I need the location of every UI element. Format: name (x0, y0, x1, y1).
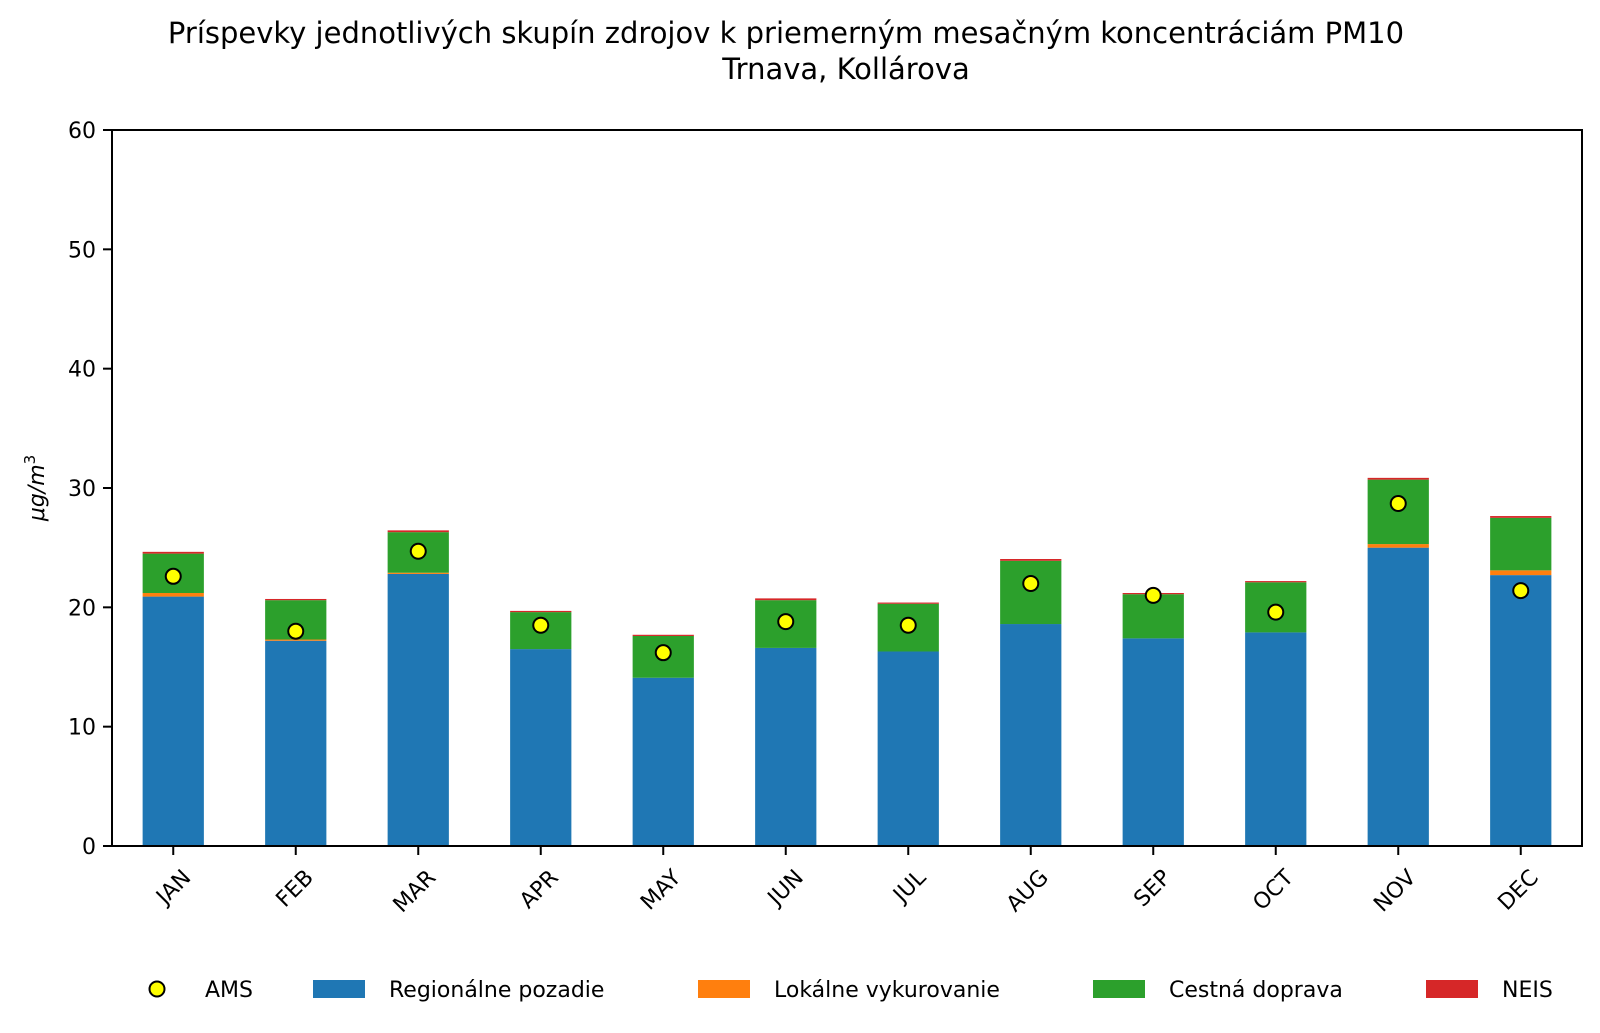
legend-swatch (698, 980, 750, 998)
plot-frame (111, 129, 1583, 847)
x-tick-label: OCT (1248, 865, 1299, 916)
y-tick-label: 50 (68, 238, 96, 263)
bar-segment-neis-feb (265, 598, 327, 601)
bar-segment-lok-lne-vykurovanie-feb (265, 639, 327, 641)
bar-segment-neis-may (632, 634, 694, 636)
legend-label: Lokálne vykurovanie (774, 978, 1000, 1003)
y-tick-label: 0 (82, 835, 96, 860)
ams-marker-oct (1267, 603, 1285, 621)
legend-label: AMS (205, 978, 253, 1003)
ams-marker-feb (287, 622, 305, 640)
bar-segment-neis-dec (1490, 516, 1552, 518)
x-tick-label: SEP (1129, 865, 1176, 912)
bar-segment-neis-nov (1367, 477, 1429, 480)
bar-segment-cestn-doprava-dec (1490, 517, 1552, 571)
x-tick-label: JUL (888, 865, 932, 909)
x-tick-label: MAR (389, 865, 442, 918)
x-tick-label: NOV (1369, 865, 1421, 917)
bar-segment-region-lne-pozadie-jun (755, 647, 817, 846)
x-tick-label: MAY (636, 865, 686, 915)
chart-title: Príspevky jednotlivých skupín zdrojov k … (168, 16, 1404, 50)
bar-segment-region-lne-pozadie-sep (1122, 638, 1184, 846)
bar-segment-neis-jun (755, 598, 817, 601)
ams-marker-mar (409, 542, 427, 560)
legend-label: NEIS (1502, 978, 1553, 1003)
y-tick-label: 60 (68, 119, 96, 144)
ams-marker-jan (164, 567, 182, 585)
ams-marker-apr (532, 616, 550, 634)
bar-segment-region-lne-pozadie-jul (877, 651, 939, 846)
x-tick-label: JAN (151, 865, 197, 911)
legend-label: Cestná doprava (1169, 978, 1343, 1003)
bar-segment-region-lne-pozadie-apr (510, 649, 572, 846)
legend: AMS Regionálne pozadie Lokálne vykurovanie… (148, 978, 1553, 1003)
x-tick-label: DEC (1493, 865, 1543, 915)
bar-segment-region-lne-pozadie-dec (1490, 575, 1552, 846)
legend-marker-ams (148, 980, 166, 998)
ams-marker-jul (899, 616, 917, 634)
legend-swatch (313, 980, 365, 998)
y-axis-label-unit: μg/m (25, 464, 50, 522)
y-axis-ticks: 0 10 20 30 40 50 60 (68, 119, 112, 860)
y-tick-label: 20 (68, 596, 96, 621)
bar-segment-lok-lne-vykurovanie-mar (387, 572, 449, 574)
ams-marker-nov (1389, 495, 1407, 513)
bar-segment-region-lne-pozadie-nov (1367, 547, 1429, 846)
bar-segment-neis-oct (1245, 581, 1307, 583)
legend-swatch (1426, 980, 1478, 998)
x-tick-label: APR (515, 865, 564, 914)
x-tick-label: JUN (762, 865, 809, 912)
y-tick-label: 30 (68, 477, 96, 502)
legend-label: Regionálne pozadie (389, 978, 604, 1003)
ams-marker-may (654, 644, 672, 662)
bar-segment-region-lne-pozadie-feb (265, 640, 327, 846)
bars (142, 477, 1552, 846)
y-tick-label: 10 (68, 716, 96, 741)
ams-marker-dec (1512, 582, 1530, 600)
bar-segment-neis-mar (387, 530, 449, 533)
bar-segment-region-lne-pozadie-may (632, 677, 694, 846)
bar-segment-lok-lne-vykurovanie-dec (1490, 570, 1552, 576)
y-axis-label: μg/m3 (21, 455, 50, 522)
bar-segment-cestn-doprava-aug (1000, 560, 1062, 625)
y-axis-label-exponent: 3 (21, 455, 39, 465)
bar-segment-lok-lne-vykurovanie-nov (1367, 544, 1429, 548)
ams-marker-sep (1144, 586, 1162, 604)
x-axis-ticks: JAN FEB MAR APR MAY JUN JUL AUG SEP OCT NOV DEC (151, 846, 1544, 918)
bar-segment-neis-apr (510, 610, 572, 613)
legend-swatch (1093, 980, 1145, 998)
chart-subtitle: Trnava, Kollárova (721, 52, 970, 86)
bar-segment-lok-lne-vykurovanie-jan (142, 593, 204, 597)
bar-segment-region-lne-pozadie-oct (1245, 632, 1307, 846)
bar-segment-neis-jan (142, 551, 204, 554)
x-tick-label: FEB (272, 865, 319, 912)
bar-segment-region-lne-pozadie-mar (387, 573, 449, 846)
ams-markers (164, 495, 1530, 662)
bar-segment-region-lne-pozadie-aug (1000, 624, 1062, 846)
bar-segment-neis-aug (1000, 559, 1062, 561)
x-tick-label: AUG (1002, 865, 1054, 917)
ams-marker-jun (777, 613, 795, 631)
bar-segment-region-lne-pozadie-jan (142, 596, 204, 846)
y-tick-label: 40 (68, 358, 96, 383)
bar-segment-neis-jul (877, 602, 939, 604)
ams-marker-aug (1022, 574, 1040, 592)
